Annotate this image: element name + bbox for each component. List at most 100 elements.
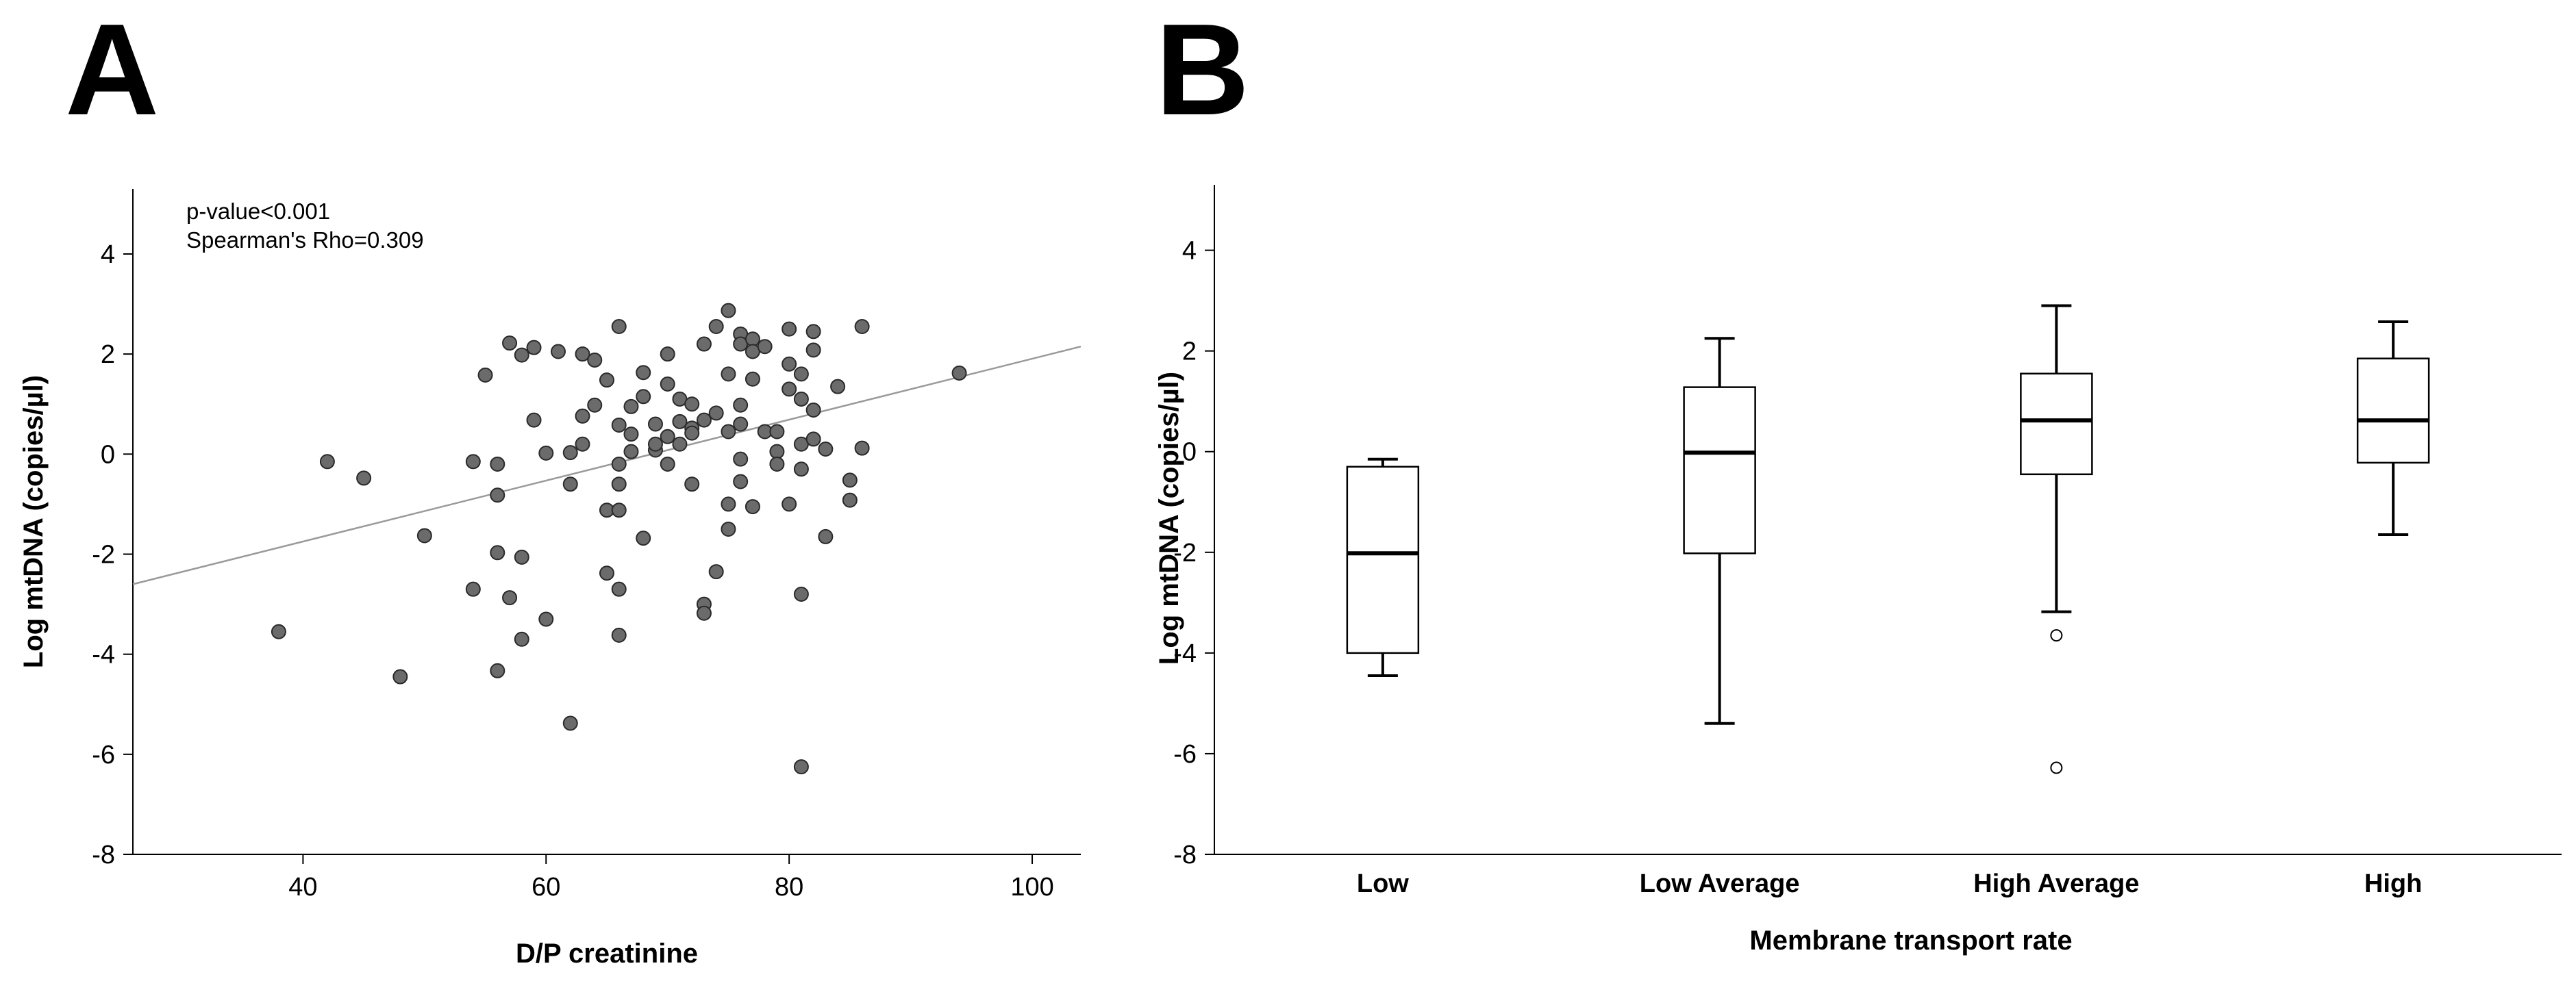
data-point [708, 318, 724, 334]
data-point [623, 426, 639, 442]
data-point [818, 442, 834, 457]
data-point [526, 340, 542, 355]
y-axis-title: Log mtDNA (copies/µl) [18, 375, 49, 668]
data-point [636, 389, 651, 405]
data-point [538, 611, 554, 627]
data-point [660, 346, 675, 362]
data-point [842, 492, 858, 508]
box-high [2356, 320, 2430, 537]
data-point [611, 502, 627, 518]
data-point [805, 324, 821, 340]
y-tick-label: -2 [1173, 539, 1197, 568]
data-point [684, 476, 700, 492]
data-point [611, 417, 627, 433]
data-point [745, 331, 760, 347]
data-point [733, 416, 749, 432]
data-point [781, 381, 797, 397]
data-point [793, 391, 809, 407]
data-point [526, 412, 542, 428]
data-point [672, 436, 688, 452]
data-point [575, 346, 590, 362]
data-point [356, 470, 372, 486]
data-point [611, 581, 627, 597]
data-point [793, 586, 809, 602]
data-point [721, 424, 736, 439]
data-point [721, 521, 736, 537]
data-point [477, 367, 493, 383]
data-point [587, 352, 603, 368]
p-value-annotation: p-value<0.001 [186, 199, 330, 224]
data-point [793, 759, 809, 775]
data-point [721, 496, 736, 512]
data-point [951, 365, 967, 381]
x-ticks: 40 60 80 100 [288, 854, 1054, 902]
data-point [599, 372, 614, 388]
data-point [854, 440, 870, 456]
data-point [538, 445, 554, 461]
y-tick-label: 4 [1182, 237, 1197, 266]
data-point [514, 549, 529, 565]
y-tick-label: 2 [1182, 337, 1197, 366]
y-tick-label: -6 [92, 741, 115, 769]
data-point [647, 436, 663, 452]
scatter-chart: -8 -6 -4 -2 0 2 4 40 60 80 100 p-value<0.001 Spea… [18, 189, 1081, 969]
data-points [271, 303, 967, 775]
data-point [416, 528, 432, 544]
x-axis-title: Membrane transport rate [1749, 926, 2072, 956]
boxes [1346, 304, 2430, 774]
data-point [636, 531, 651, 546]
data-point [805, 403, 821, 418]
box-plot-chart: -8 -6 -4 -2 0 2 4 Low Low Average High Average Hi… [1154, 185, 2562, 956]
data-point [708, 405, 724, 421]
data-point [696, 336, 712, 352]
y-tick-label: 4 [101, 240, 115, 269]
data-point [769, 456, 785, 472]
data-point [490, 456, 505, 472]
y-axis-title: Log mtDNA (copies/µl) [1154, 372, 1184, 665]
data-point [793, 366, 809, 382]
y-tick-label: -8 [1173, 841, 1197, 869]
category-label: High Average [1973, 869, 2139, 898]
x-tick-label: 80 [775, 873, 803, 902]
data-point [587, 397, 603, 413]
data-point [769, 444, 785, 459]
data-point [611, 627, 627, 643]
data-point [854, 318, 870, 334]
data-point [575, 436, 590, 452]
data-point [490, 545, 505, 561]
data-point [745, 499, 760, 515]
data-point [514, 347, 529, 363]
data-point [271, 624, 286, 639]
data-point [392, 669, 408, 685]
y-tick-label: -2 [92, 541, 115, 570]
data-point [647, 416, 663, 432]
panel-label-b: B [1155, 0, 1249, 142]
x-tick-label: 40 [288, 873, 317, 902]
data-point [611, 318, 627, 334]
data-point [781, 496, 797, 512]
iqr-box [1346, 466, 1420, 654]
data-point [660, 377, 675, 392]
data-point [490, 487, 505, 503]
data-point [684, 396, 700, 412]
rho-annotation: Spearman's Rho=0.309 [186, 227, 424, 253]
data-point [684, 425, 700, 441]
y-tick-label: 2 [101, 340, 115, 369]
y-tick-label: -8 [92, 841, 115, 869]
data-point [319, 454, 335, 470]
data-point [769, 424, 785, 439]
data-point [490, 663, 505, 678]
category-label: Low [1357, 869, 1409, 898]
data-point [562, 445, 578, 461]
data-point [502, 335, 518, 351]
x-axis-title: D/P creatinine [516, 939, 698, 969]
data-point [805, 431, 821, 447]
category-label: High [2364, 869, 2422, 898]
data-point [562, 476, 578, 492]
outlier-point [2050, 761, 2063, 774]
category-label: Low Average [1640, 869, 1800, 898]
y-ticks: -8 -6 -4 -2 0 2 4 [92, 240, 133, 869]
y-tick-label: 0 [101, 440, 115, 469]
box-high-average [2020, 304, 2093, 774]
